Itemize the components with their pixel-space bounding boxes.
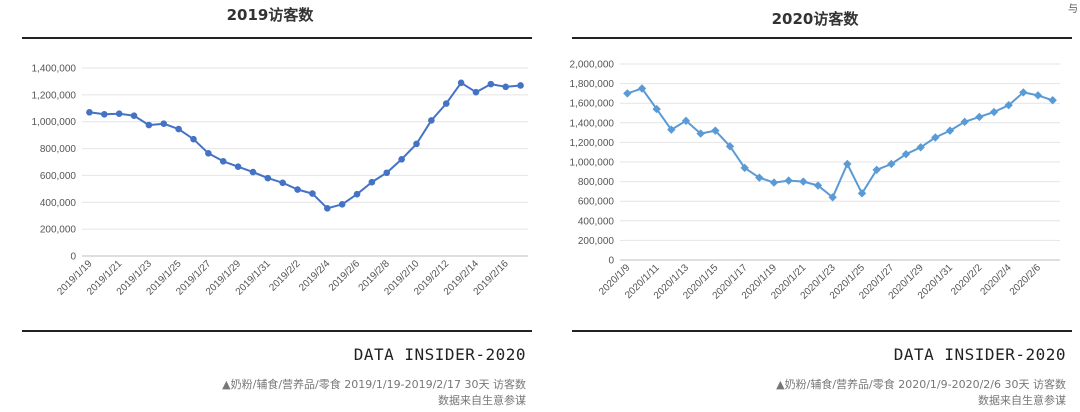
- bottom-rule: [22, 330, 532, 332]
- y-tick-label: 600,000: [578, 197, 615, 208]
- data-point: [813, 181, 823, 190]
- data-point: [190, 135, 197, 143]
- data-point: [219, 158, 227, 165]
- data-point: [784, 176, 793, 185]
- x-tick-label: 2020/2/4: [978, 262, 1014, 298]
- y-tick-label: 2,000,000: [570, 60, 615, 71]
- y-tick-label: 1,200,000: [570, 138, 615, 149]
- y-tick-label: 0: [70, 252, 76, 263]
- x-tick-label: 2020/2/6: [1008, 262, 1044, 298]
- data-point: [324, 205, 331, 212]
- corner-text: 与: [1068, 4, 1078, 15]
- data-point: [857, 189, 867, 198]
- y-tick-label: 200,000: [40, 225, 77, 236]
- y-tick-label: 1,000,000: [32, 117, 77, 128]
- data-point: [264, 174, 272, 182]
- data-point: [160, 120, 168, 128]
- chart-panel-2019: 2019访客数 0 200,000 400,000 600,000 800,000 1,0…: [22, 6, 532, 407]
- data-point: [681, 116, 691, 126]
- x-tick-label: 2020/2/2: [949, 262, 985, 298]
- data-point: [502, 83, 510, 91]
- data-point: [353, 190, 361, 198]
- data-point: [945, 126, 955, 135]
- data-point: [843, 159, 852, 169]
- x-tick-label: 2019/2/2: [267, 258, 303, 294]
- data-point: [338, 201, 346, 208]
- chart-title: 2019访客数: [226, 6, 314, 24]
- line-chart-2019: 0 200,000 400,000 600,000 800,000 1,000,000 1,…: [32, 64, 528, 298]
- top-rule: [22, 37, 532, 39]
- data-point: [130, 112, 138, 119]
- data-point: [487, 80, 495, 88]
- data-point: [517, 82, 524, 89]
- y-tick-label: 400,000: [578, 216, 615, 227]
- data-point: [769, 178, 779, 187]
- data-point: [457, 79, 465, 87]
- data-point: [472, 88, 480, 96]
- data-point: [115, 110, 123, 117]
- data-point: [101, 111, 108, 118]
- source-description: ▲奶粉/辅食/营养品/零食 2019/1/19-2019/2/17 30天 访客…: [222, 378, 526, 391]
- data-point: [368, 178, 376, 186]
- y-tick-label: 1,200,000: [32, 90, 77, 101]
- series-line: [89, 81, 521, 210]
- y-tick-label: 0: [608, 256, 614, 267]
- y-tick-label: 200,000: [578, 236, 615, 247]
- data-point: [975, 112, 984, 122]
- line-chart-2020: 0 200,000 400,000 600,000 800,000 1,000,000 1,…: [570, 60, 1060, 302]
- data-point: [398, 156, 405, 163]
- data-point: [428, 117, 435, 124]
- data-point: [175, 125, 182, 133]
- data-point: [901, 149, 911, 159]
- chart-title: 2020访客数: [771, 10, 859, 28]
- y-tick-label: 800,000: [578, 177, 615, 188]
- source-attribution: 数据来自生意参谋: [438, 394, 526, 407]
- data-point: [725, 142, 735, 151]
- data-point: [145, 121, 153, 129]
- top-rule: [572, 37, 1072, 39]
- y-tick-label: 800,000: [40, 144, 77, 155]
- data-point: [413, 140, 420, 148]
- data-point: [799, 177, 808, 186]
- y-tick-label: 400,000: [40, 198, 77, 209]
- x-tick-label: 2019/2/4: [297, 258, 333, 294]
- data-point: [205, 149, 212, 157]
- data-point: [989, 107, 999, 117]
- y-tick-label: 1,800,000: [570, 79, 615, 90]
- chart-panel-2020: 2020访客数 0 200,000 400,000 600,000 800,000 1,0…: [550, 0, 1080, 412]
- data-point: [383, 169, 391, 177]
- y-tick-label: 1,000,000: [570, 158, 615, 169]
- data-point: [637, 84, 647, 93]
- bottom-rule: [572, 330, 1072, 332]
- data-point: [1033, 91, 1043, 100]
- data-point: [309, 190, 316, 197]
- data-point: [86, 109, 93, 116]
- y-tick-label: 600,000: [40, 171, 77, 182]
- source-attribution: 数据来自生意参谋: [978, 394, 1066, 407]
- data-point: [623, 89, 632, 98]
- y-tick-label: 1,400,000: [570, 118, 615, 129]
- y-tick-label: 1,400,000: [32, 64, 77, 75]
- source-description: ▲奶粉/辅食/营养品/零食 2020/1/9-2020/2/6 30天 访客数: [776, 378, 1066, 391]
- data-point: [442, 100, 450, 107]
- data-point: [279, 179, 287, 187]
- source-brand: DATA INSIDER-2020: [893, 345, 1066, 364]
- data-point: [960, 117, 969, 127]
- data-point: [249, 168, 257, 176]
- data-point: [294, 186, 301, 193]
- source-brand: DATA INSIDER-2020: [353, 345, 526, 364]
- x-tick-label: 2019/2/6: [327, 258, 363, 294]
- y-tick-label: 1,600,000: [570, 99, 615, 110]
- data-point: [234, 163, 242, 170]
